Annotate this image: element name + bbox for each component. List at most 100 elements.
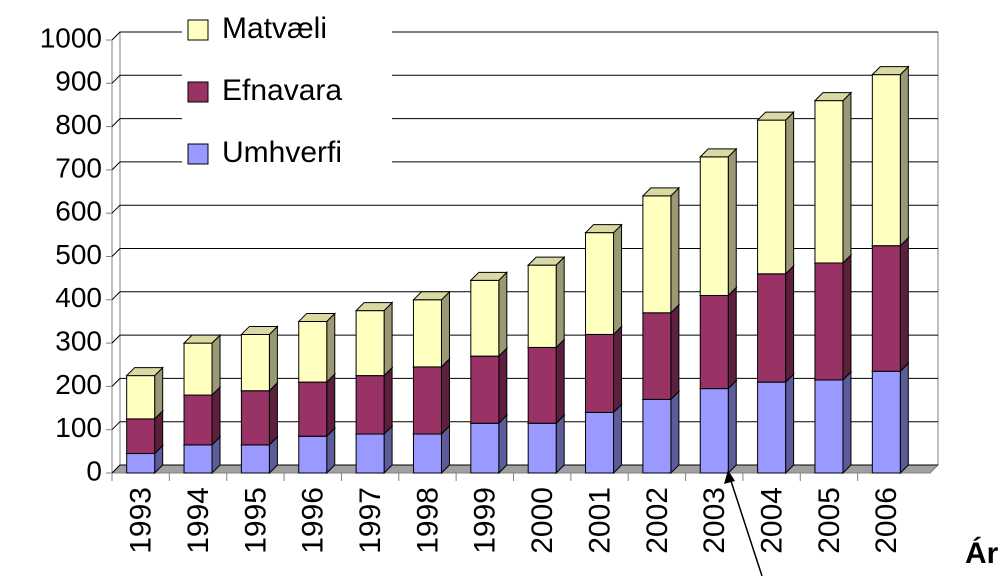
bar-side [785, 372, 795, 475]
bar-side [154, 366, 164, 421]
y-tick-label: 500 [55, 239, 102, 270]
bar-side [899, 236, 909, 373]
bar-segment [412, 299, 442, 368]
bar-segment [527, 346, 557, 424]
bar-segment [699, 156, 729, 296]
x-axis-label: Ár [965, 536, 999, 570]
bar-segment [355, 310, 385, 377]
bar-side [785, 264, 795, 384]
bar-side [326, 372, 336, 438]
bar-top [871, 66, 910, 76]
bar-segment [642, 398, 672, 474]
bar-top [641, 187, 681, 197]
bar-segment [757, 119, 787, 275]
legend-swatch [187, 19, 209, 41]
bar-top [699, 148, 738, 158]
bar-segment [814, 379, 844, 474]
grid-line [111, 74, 938, 84]
bar-segment [470, 279, 500, 357]
bar-segment [757, 381, 787, 474]
bar-top [182, 334, 222, 344]
x-tick-label: 2006 [870, 487, 903, 554]
legend-box [182, 4, 392, 176]
bar-side [613, 403, 623, 475]
y-tick-label: 900 [55, 66, 102, 97]
x-tick-label: 2002 [641, 487, 674, 554]
bar-segment [355, 433, 385, 474]
x-tick-label: 1994 [182, 487, 215, 554]
x-tick-label: 1998 [411, 487, 444, 554]
y-tick-label: 600 [55, 196, 102, 227]
bar-top [469, 271, 509, 281]
bar-segment [585, 333, 615, 413]
grid-line [111, 161, 938, 171]
bar-segment [699, 294, 729, 390]
bar-side [440, 290, 450, 369]
bar-side [842, 253, 852, 382]
bar-top [297, 312, 336, 322]
bar-segment [126, 418, 156, 455]
bar-side [555, 338, 565, 425]
bar-top [813, 92, 853, 102]
bar-segment [757, 273, 787, 383]
bar-side [211, 333, 221, 397]
bar-segment [814, 262, 844, 381]
y-tick-label: 0 [86, 455, 102, 486]
bar-segment [240, 390, 270, 446]
bar-side [268, 381, 278, 447]
arrow-head [724, 470, 735, 484]
bar-side [555, 255, 565, 349]
bar-side [498, 346, 508, 425]
bar-segment [527, 264, 557, 348]
bar-segment [298, 435, 328, 474]
x-tick-label: 2003 [698, 487, 731, 554]
bar-segment [126, 375, 156, 420]
x-tick-label: 1996 [297, 487, 330, 554]
bar-side [211, 385, 221, 447]
bar-side [899, 362, 909, 475]
x-tick-label: 2000 [526, 487, 559, 554]
bar-segment [355, 375, 385, 435]
x-tick-label: 1993 [125, 487, 158, 554]
arrow-line [729, 477, 763, 576]
bar-top [354, 302, 394, 312]
grid-line [111, 118, 938, 127]
bar-segment [585, 232, 615, 335]
bar-top [412, 291, 451, 301]
bar-side [670, 390, 680, 475]
bar-side [785, 110, 795, 276]
bar-side [670, 186, 680, 314]
bar-side [842, 370, 852, 475]
grid-line [111, 31, 938, 41]
bar-segment [183, 444, 213, 474]
bar-side [842, 91, 852, 265]
bar-top [125, 367, 164, 377]
legend-label: Umhverfi [222, 136, 342, 169]
bar-segment [412, 366, 442, 435]
legend-swatch [187, 81, 209, 103]
bar-side [326, 312, 336, 384]
bar-segment [183, 394, 213, 446]
bar-segment [871, 370, 901, 474]
bar-segment [412, 433, 442, 474]
legend-label: Efnavara [222, 74, 342, 107]
y-tick-label: 700 [55, 152, 102, 183]
bar-segment [240, 333, 270, 392]
bar-segment [871, 74, 901, 247]
bar-side [383, 301, 393, 377]
bar-side [613, 325, 623, 414]
bar-segment [240, 444, 270, 474]
bar-segment [183, 342, 213, 396]
x-tick-label: 2004 [756, 487, 789, 554]
bar-side [498, 271, 508, 358]
bar-top [756, 111, 795, 121]
bar-top [584, 224, 623, 234]
x-tick-label: 1999 [469, 487, 502, 554]
y-tick-label: 1000 [40, 22, 102, 53]
bar-side [383, 366, 393, 436]
y-tick-label: 100 [55, 412, 102, 443]
bar-side [498, 413, 508, 475]
bar-segment [126, 453, 156, 474]
bar-side [268, 325, 278, 392]
y-tick-label: 800 [55, 109, 102, 140]
